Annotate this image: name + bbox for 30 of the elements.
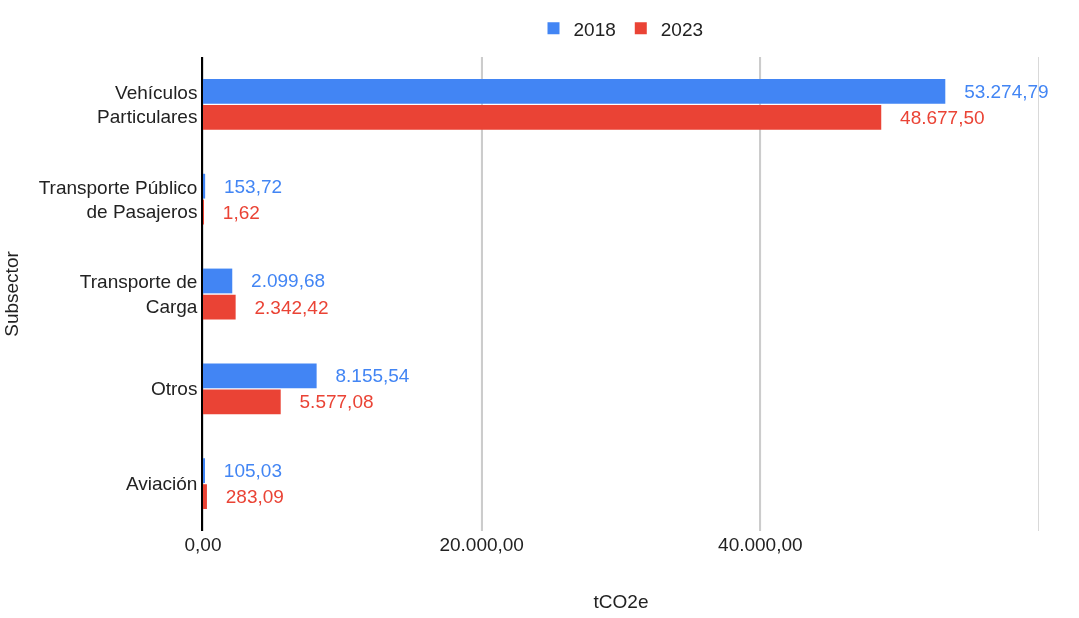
data-label: 105,03 xyxy=(208,460,282,482)
data-label: 2.342,42 xyxy=(238,296,329,318)
bar xyxy=(203,363,317,389)
data-label: 8.155,54 xyxy=(319,365,410,387)
y-tick-label: Otros xyxy=(151,378,198,400)
x-tick-label: 0,00 xyxy=(184,534,222,555)
data-label: 53.274,79 xyxy=(948,80,1049,102)
data-label: 153,72 xyxy=(208,175,283,197)
y-tick-label: Transporte Público de Pasajeros xyxy=(38,176,198,223)
data-label: 2.099,68 xyxy=(235,270,326,292)
legend-label: 2023 xyxy=(660,18,704,40)
data-label: 48.677,50 xyxy=(884,106,985,128)
x-tick-label: 20.000,00 xyxy=(439,534,524,555)
legend-label: 2018 xyxy=(573,18,616,40)
bar xyxy=(203,78,946,104)
data-label: 5.577,08 xyxy=(283,391,374,413)
y-axis-title: Subsector xyxy=(1,250,23,337)
bar xyxy=(203,268,233,294)
x-tick-label: 40.000,00 xyxy=(718,534,803,555)
y-tick-label: Transporte de Carga xyxy=(79,271,198,317)
bar xyxy=(203,484,207,510)
data-label: 283,09 xyxy=(209,486,284,508)
data-label: 1,62 xyxy=(207,201,260,223)
x-axis-title: tCO2e xyxy=(593,590,649,612)
y-tick-label: Vehículos Particulares xyxy=(97,81,198,128)
bar xyxy=(203,389,281,415)
bar xyxy=(203,105,882,130)
bar xyxy=(203,294,236,320)
bar xyxy=(203,173,206,199)
y-tick-label: Aviación xyxy=(125,473,198,495)
